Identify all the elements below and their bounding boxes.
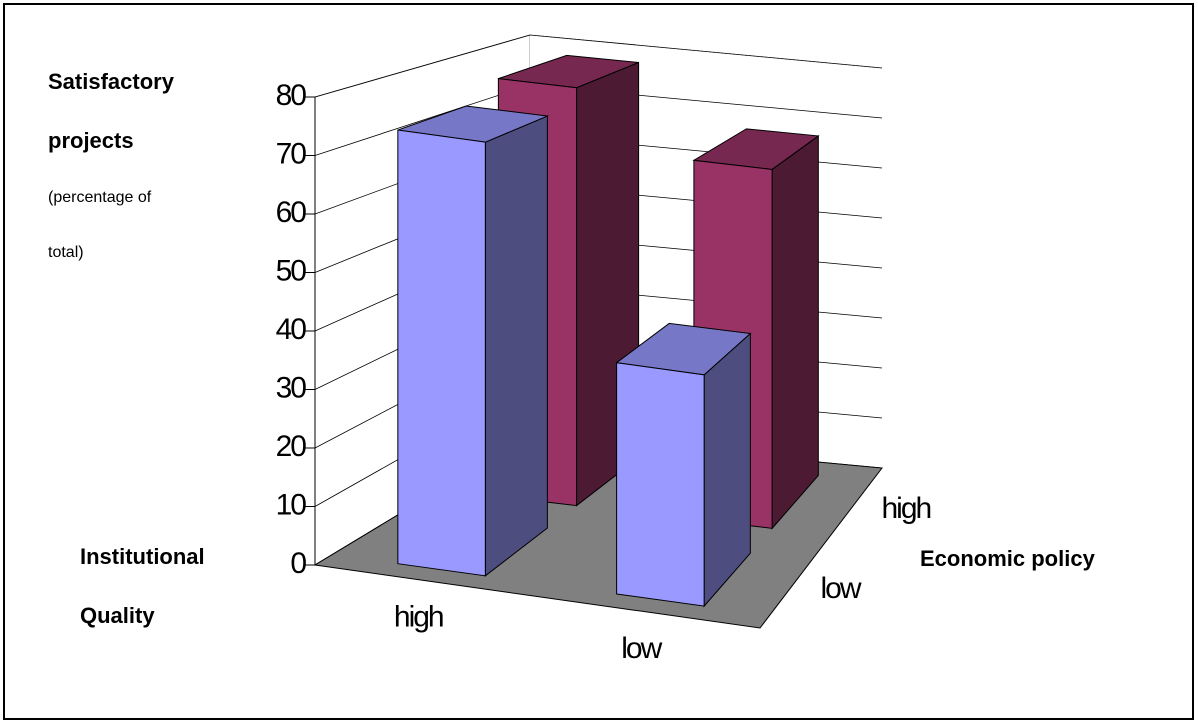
y-tick-label: 80 [276,79,307,112]
y-label: projects [48,128,134,153]
y-tick-label: 20 [276,430,307,463]
bar-side [771,134,819,530]
x-label: Quality [80,603,155,628]
y-tick-label: 40 [276,313,307,346]
y-label: Satisfactory [48,69,175,94]
y-tick-label: 50 [276,254,307,287]
y-sublabel: total) [48,244,84,261]
y-sublabel: (percentage of [48,189,152,206]
bar-side [484,115,548,577]
bar [397,105,550,577]
y-tick-label: 10 [276,488,307,521]
bar-front [397,129,486,577]
bar-front [616,362,705,607]
y-tick-label: 70 [276,137,307,170]
z-label: Economic policy [920,546,1096,571]
x-tick-label: high [394,601,443,634]
y-tick-label: 60 [276,196,307,229]
grid-line [529,34,883,69]
grid-line [314,34,531,98]
grid-line [314,84,531,156]
bar [615,322,752,608]
x-label: Institutional [80,544,205,569]
z-tick-label: low [821,572,862,605]
z-tick-label: high [882,492,931,525]
x-tick-label: low [621,632,662,665]
y-tick-label: 0 [290,547,306,580]
y-tick-label: 30 [276,371,307,404]
